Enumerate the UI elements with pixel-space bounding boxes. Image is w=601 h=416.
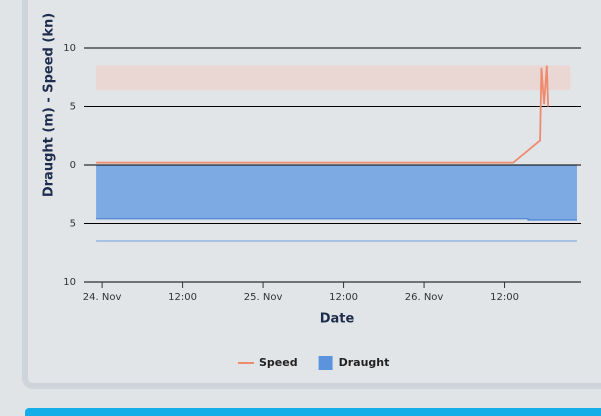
y-tick-label: 10	[63, 277, 76, 288]
x-tick-label: 24. Nov	[83, 292, 122, 303]
area	[96, 165, 577, 220]
x-tick-label: 26. Nov	[405, 292, 444, 303]
area-edge	[96, 218, 577, 221]
footer-bar	[25, 408, 601, 416]
y-tick-label: 10	[63, 43, 76, 54]
x-axis-title: Date	[320, 312, 355, 327]
x-tick-label: 25. Nov	[244, 292, 283, 303]
line	[96, 65, 550, 164]
y-tick-label: 0	[70, 160, 76, 171]
x-tick-label: 12:00	[168, 292, 197, 303]
y-tick-label: 5	[70, 102, 76, 113]
x-tick-label: 12:00	[329, 292, 358, 303]
legend-swatch	[318, 356, 333, 370]
y-axis-title: Draught (m) - Speed (kn)	[42, 13, 57, 197]
x-tick-label: 12:00	[490, 292, 519, 303]
legend-label: Speed	[259, 356, 298, 369]
y-tick-label: 5	[70, 219, 76, 230]
plot-area: 10 5 0 5 10 24. Nov 12:00 25. Nov 12:00 26. Nov 12…	[63, 43, 581, 370]
legend-label: Draught	[339, 356, 390, 369]
plot-band	[96, 65, 571, 91]
